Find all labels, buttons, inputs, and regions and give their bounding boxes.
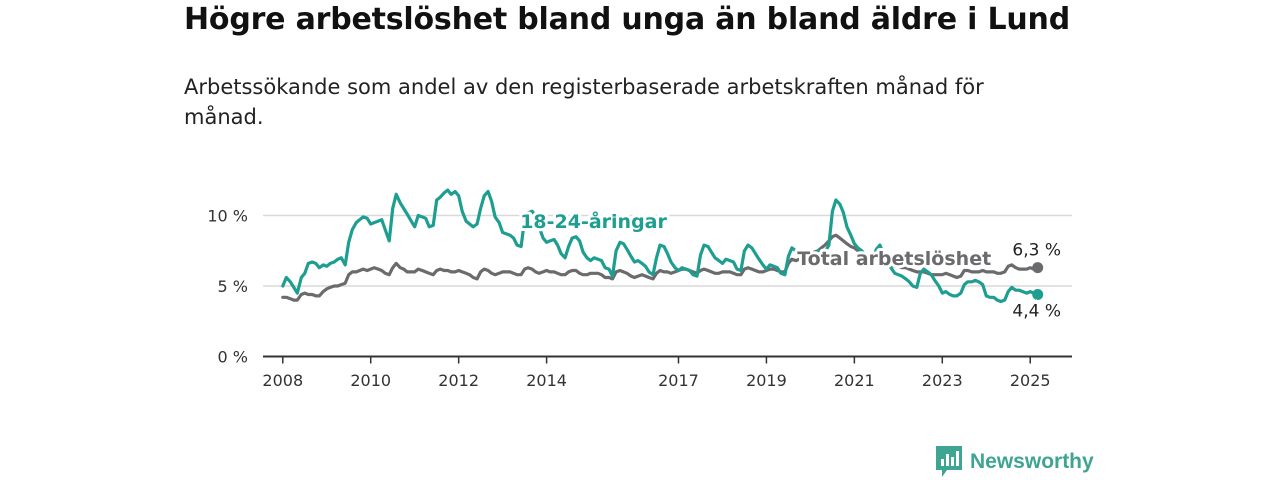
end-point-total xyxy=(1032,262,1044,274)
end-value-18-24: 4,4 % xyxy=(1012,301,1061,321)
chart-subtitle: Arbetssökande som andel av den registerb… xyxy=(184,75,984,129)
chart-title: Högre arbetslöshet bland unga än bland ä… xyxy=(184,2,1070,37)
series-label-total: Total arbetslöshet xyxy=(797,248,991,270)
brand-name: Newsworthy xyxy=(970,450,1094,473)
series-label-18-24: 18-24-åringar xyxy=(520,209,667,233)
end-point-18-24 xyxy=(1032,288,1044,300)
x-tick-label: 2014 xyxy=(526,371,567,390)
y-tick-label: 10 % xyxy=(207,207,248,226)
x-tick-label: 2019 xyxy=(746,371,787,390)
x-tick-label: 2008 xyxy=(262,371,303,390)
x-tick-label: 2025 xyxy=(1010,371,1051,390)
y-tick-label: 5 % xyxy=(218,277,248,296)
end-value-total: 6,3 % xyxy=(1012,241,1061,261)
y-tick-label: 0 % xyxy=(218,348,248,367)
x-tick-label: 2021 xyxy=(834,371,875,390)
x-tick-label: 2010 xyxy=(350,371,391,390)
series-line-18-24 xyxy=(281,188,1040,304)
newsworthy-logo: Newsworthy xyxy=(936,446,1094,478)
series-line-total xyxy=(281,233,1040,302)
x-tick-label: 2017 xyxy=(658,371,699,390)
x-tick-label: 2023 xyxy=(922,371,963,390)
x-tick-label: 2012 xyxy=(438,371,479,390)
newsworthy-logo-icon xyxy=(936,446,962,477)
